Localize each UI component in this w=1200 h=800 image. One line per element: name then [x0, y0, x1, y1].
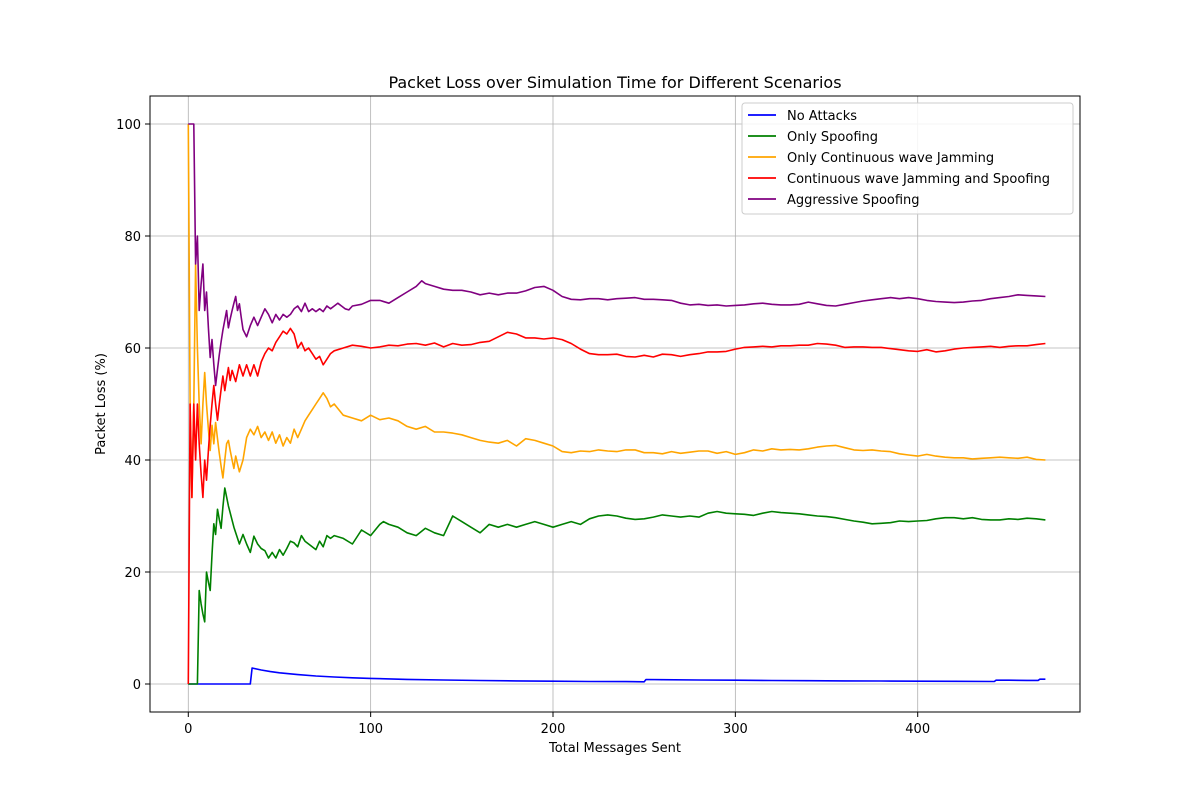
series-line-continuous-wave-jamming-and-spoofing — [187, 327, 1046, 685]
legend-label: Aggressive Spoofing — [787, 193, 920, 208]
y-tick-label: 20 — [124, 566, 141, 581]
legend-label: Only Spoofing — [787, 130, 878, 145]
plot-frame — [149, 95, 1081, 713]
y-tick-label: 40 — [124, 454, 141, 469]
x-tick-label: 100 — [358, 722, 383, 737]
series-line-only-continuous-wave-jamming — [187, 123, 1046, 499]
chart-title: Packet Loss over Simulation Time for Dif… — [388, 73, 841, 92]
legend-label: No Attacks — [787, 109, 857, 124]
series-line-only-spoofing — [188, 487, 1046, 685]
legend-box — [741, 102, 1074, 215]
y-tick-label: 100 — [116, 118, 141, 133]
series-line-no-attacks — [188, 667, 1046, 685]
legend-label: Only Continuous wave Jamming — [787, 151, 994, 166]
legend: No Attacks Only Spoofing Only Continuous w… — [741, 102, 1074, 215]
x-tick-label: 400 — [905, 722, 930, 737]
y-tick-label: 60 — [124, 342, 141, 357]
x-tick-label: 0 — [184, 722, 192, 737]
x-tick-label: 200 — [541, 722, 566, 737]
series-line-aggressive-spoofing — [188, 123, 1046, 387]
y-tick-label: 0 — [133, 678, 141, 693]
legend-label: Continuous wave Jamming and Spoofing — [787, 172, 1050, 187]
x-tick-label: 300 — [723, 722, 748, 737]
axis-ticks: 0 100 200 300 400 0 20 40 60 80 100 — [116, 118, 930, 737]
x-axis-title: Total Messages Sent — [548, 741, 681, 756]
y-axis-title: Packet Loss (%) — [94, 353, 109, 455]
series-lines — [187, 123, 1046, 685]
y-tick-label: 80 — [124, 230, 141, 245]
